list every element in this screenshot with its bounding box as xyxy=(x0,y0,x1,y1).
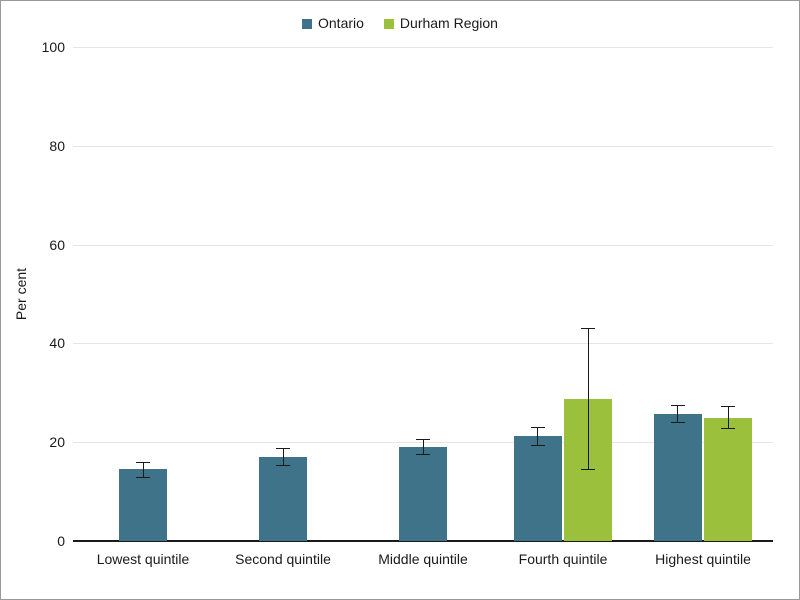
error-bar-cap xyxy=(581,328,595,329)
error-bar-cap xyxy=(276,448,290,449)
error-bar-cap xyxy=(136,477,150,478)
error-bar-cap xyxy=(416,439,430,440)
gridline xyxy=(73,146,773,147)
y-tick-label: 20 xyxy=(49,434,65,450)
gridline xyxy=(73,343,773,344)
error-bar xyxy=(423,439,424,454)
error-bar-cap xyxy=(721,428,735,429)
error-bar xyxy=(588,328,589,470)
error-bar xyxy=(143,462,144,477)
y-tick-label: 100 xyxy=(42,39,65,55)
legend-swatch xyxy=(302,19,312,29)
bar xyxy=(119,469,167,541)
error-bar-cap xyxy=(721,406,735,407)
error-bar-cap xyxy=(276,465,290,466)
gridline xyxy=(73,47,773,48)
legend-item: Ontario xyxy=(302,15,364,31)
y-tick-label: 0 xyxy=(57,533,65,549)
x-tick-label: Highest quintile xyxy=(655,551,751,567)
bar xyxy=(259,457,307,541)
error-bar-cap xyxy=(531,427,545,428)
y-tick-label: 40 xyxy=(49,335,65,351)
y-axis-title: Per cent xyxy=(13,268,29,320)
error-bar-cap xyxy=(416,454,430,455)
error-bar-cap xyxy=(531,445,545,446)
gridline xyxy=(73,245,773,246)
legend-item: Durham Region xyxy=(384,15,498,31)
x-tick-label: Fourth quintile xyxy=(519,551,608,567)
x-tick-label: Middle quintile xyxy=(378,551,468,567)
plot-area: 020406080100Lowest quintileSecond quinti… xyxy=(73,47,773,541)
error-bar xyxy=(283,448,284,465)
error-bar-cap xyxy=(136,462,150,463)
y-tick-label: 60 xyxy=(49,237,65,253)
error-bar-cap xyxy=(671,405,685,406)
bar xyxy=(514,436,562,541)
error-bar xyxy=(677,405,678,423)
bar xyxy=(654,414,702,541)
bar xyxy=(399,447,447,541)
chart-container: OntarioDurham Region 020406080100Lowest … xyxy=(0,0,800,600)
error-bar xyxy=(537,427,538,444)
x-tick-label: Lowest quintile xyxy=(97,551,190,567)
legend-label: Ontario xyxy=(318,15,364,31)
legend: Ontario Durham Region xyxy=(1,15,799,31)
error-bar-cap xyxy=(581,469,595,470)
legend-label: Durham Region xyxy=(400,15,498,31)
error-bar xyxy=(728,406,729,429)
x-tick-label: Second quintile xyxy=(235,551,331,567)
bar xyxy=(704,418,752,542)
legend-swatch xyxy=(384,19,394,29)
error-bar-cap xyxy=(671,422,685,423)
y-tick-label: 80 xyxy=(49,138,65,154)
